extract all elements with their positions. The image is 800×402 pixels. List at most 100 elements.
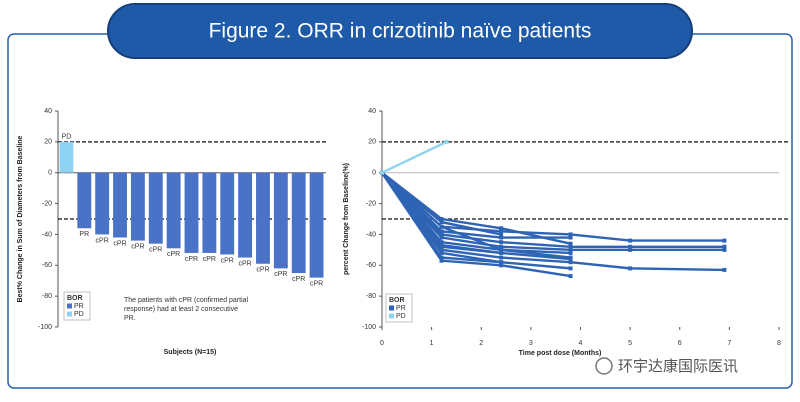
point (439, 220, 444, 225)
y-tick-label: -100 (362, 324, 376, 331)
point (439, 232, 444, 237)
y-tick-label: 40 (44, 108, 52, 115)
point (568, 235, 573, 240)
bar (184, 172, 199, 253)
y-tick-label: -20 (42, 200, 52, 207)
point (499, 244, 504, 249)
point (499, 255, 504, 260)
point (499, 263, 504, 268)
point (499, 240, 504, 245)
point (568, 232, 573, 237)
bar-label: PD (62, 134, 72, 141)
point (628, 247, 633, 252)
y-tick-label: 0 (372, 170, 376, 177)
x-tick-label: 0 (380, 340, 384, 347)
y-axis-label: Best% Change in Sum of Diameters from Ba… (17, 135, 24, 302)
point (439, 229, 444, 234)
bar (309, 172, 324, 278)
x-tick-label: 3 (529, 340, 533, 347)
slide-title: Figure 2. ORR in crizotinib naïve patien… (209, 20, 592, 43)
bar-label: cPR (292, 276, 305, 283)
point (439, 258, 444, 263)
series-line (381, 171, 725, 272)
x-tick-label: 8 (777, 340, 781, 347)
legend-label: PR (396, 305, 406, 312)
legend-title: BOR (67, 295, 83, 302)
point (439, 243, 444, 248)
point (499, 229, 504, 234)
legend-label: PD (74, 311, 84, 318)
bar-label: cPR (203, 256, 216, 263)
annotation: PR. (124, 315, 136, 322)
legend-swatch (67, 311, 72, 317)
point (722, 267, 727, 272)
legend-swatch (389, 305, 394, 311)
x-tick-label: 6 (678, 340, 682, 347)
y-tick-label: -60 (366, 262, 376, 269)
point (499, 250, 504, 255)
point (499, 247, 504, 252)
y-tick-label: -80 (42, 293, 52, 300)
bar (77, 172, 92, 229)
y-tick-label: -20 (366, 200, 376, 207)
bar (238, 172, 253, 258)
point (499, 235, 504, 240)
bar-label: cPR (274, 271, 287, 278)
x-tick-label: 4 (579, 340, 583, 347)
y-tick-label: -40 (366, 231, 376, 238)
point (444, 139, 449, 144)
y-tick-label: -40 (42, 231, 52, 238)
point (628, 244, 633, 249)
series-line (381, 140, 448, 174)
bar-label: cPR (238, 260, 251, 267)
point (439, 240, 444, 245)
x-tick-label: 5 (628, 340, 632, 347)
watermark: 环宇达康国际医讯 (618, 358, 738, 375)
point (439, 235, 444, 240)
series-line (381, 171, 725, 248)
bar-label: cPR (131, 243, 144, 250)
bar-label: cPR (221, 257, 234, 264)
series-line (381, 172, 571, 278)
point (628, 266, 633, 271)
x-axis-label: Subjects (N=15) (164, 349, 217, 356)
point (439, 217, 444, 221)
point (568, 260, 573, 265)
point (439, 247, 444, 252)
point (380, 170, 384, 175)
point (499, 232, 504, 237)
bar (291, 172, 306, 273)
bar-label: cPR (167, 251, 180, 258)
bar-label: cPR (113, 240, 126, 247)
annotation: The patients with cPR (confirmed partial (124, 297, 249, 304)
point (568, 250, 573, 255)
bar-label: cPR (149, 247, 162, 254)
series-line (381, 171, 725, 252)
watermark-icon (595, 357, 613, 375)
y-tick-label: 40 (368, 108, 376, 115)
legend-label: PD (396, 313, 406, 320)
point (439, 255, 444, 260)
bar-label: cPR (256, 267, 269, 274)
bar (113, 172, 127, 238)
bar (166, 172, 181, 249)
legend-label: PR (74, 303, 84, 310)
x-axis-label: Time post dose (Months) (519, 350, 602, 357)
y-tick-label: -80 (366, 293, 376, 300)
y-tick-label: 20 (368, 139, 376, 146)
bar-label: cPR (96, 237, 109, 244)
legend-title: BOR (389, 297, 405, 304)
point (568, 255, 573, 260)
bar (130, 172, 145, 241)
point (568, 247, 573, 252)
bar (273, 172, 288, 269)
bar (202, 172, 217, 253)
bar-label: cPR (185, 256, 198, 263)
x-tick-label: 7 (727, 340, 731, 347)
bar-label: cPR (310, 280, 323, 287)
legend-swatch (67, 303, 72, 309)
point (499, 260, 504, 265)
annotation: response) had at least 2 consecutive (124, 306, 238, 313)
point (722, 247, 727, 252)
